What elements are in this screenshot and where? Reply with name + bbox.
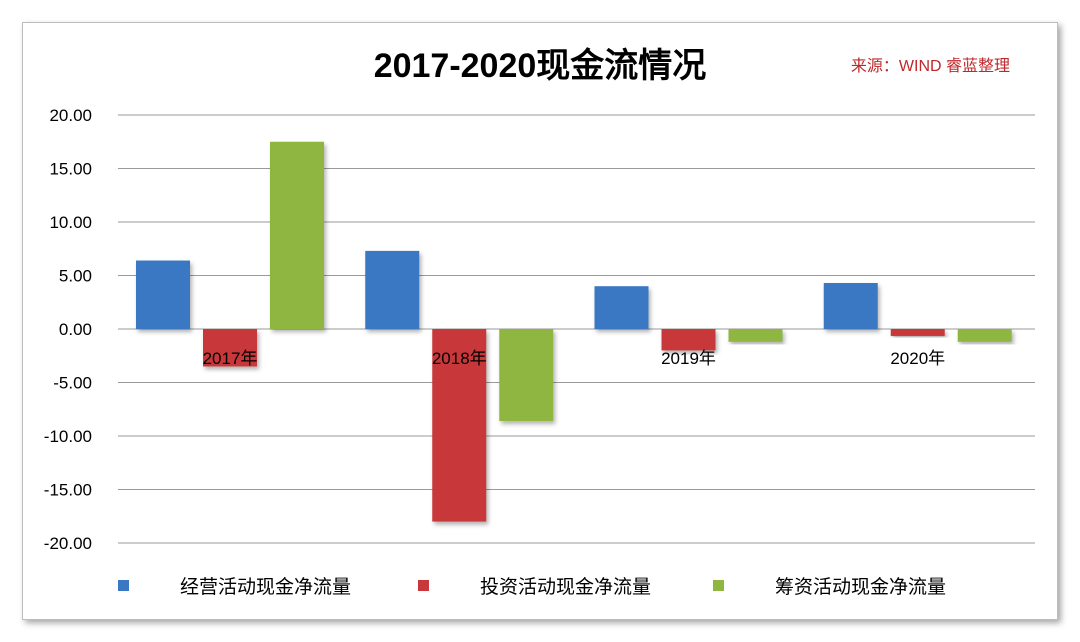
bar-1-2018年 bbox=[365, 250, 420, 329]
bar-1-2019年 bbox=[594, 286, 649, 329]
legend-swatch bbox=[418, 580, 429, 591]
legend-swatch bbox=[713, 580, 724, 591]
bar-1-2020年 bbox=[823, 282, 878, 329]
bar-2-2020年 bbox=[890, 329, 945, 336]
x-tick-label: 2017年 bbox=[203, 349, 258, 368]
bar-1-2017年 bbox=[136, 260, 190, 329]
bar-2-2019年 bbox=[661, 329, 716, 351]
legend-label: 筹资活动现金净流量 bbox=[775, 576, 946, 598]
y-tick-label: 0.00 bbox=[59, 320, 92, 339]
bar-2-2018年 bbox=[432, 329, 487, 522]
bar-3-2018年 bbox=[499, 329, 554, 422]
bar-3-2017年 bbox=[270, 141, 324, 329]
bar-3-2020年 bbox=[957, 329, 1012, 342]
y-tick-label: -15.00 bbox=[44, 481, 92, 500]
legend-swatch bbox=[118, 580, 129, 591]
y-tick-label: -20.00 bbox=[44, 534, 92, 553]
x-tick-label: 2020年 bbox=[890, 349, 945, 368]
chart-frame bbox=[22, 22, 1058, 620]
y-tick-label: 15.00 bbox=[49, 160, 92, 179]
y-tick-label: 5.00 bbox=[59, 267, 92, 286]
source-note: 来源：WIND 睿蓝整理 bbox=[851, 57, 1010, 75]
chart-title: 2017-2020现金流情况 bbox=[374, 46, 707, 85]
y-tick-label: 10.00 bbox=[49, 213, 92, 232]
x-tick-label: 2018年 bbox=[432, 349, 487, 368]
y-tick-label: -5.00 bbox=[53, 374, 92, 393]
legend-label: 经营活动现金净流量 bbox=[180, 576, 351, 598]
bar-3-2019年 bbox=[728, 329, 783, 342]
y-tick-label: 20.00 bbox=[49, 106, 92, 125]
legend-label: 投资活动现金净流量 bbox=[480, 576, 651, 598]
x-tick-label: 2019年 bbox=[661, 349, 716, 368]
bar-2-2017年 bbox=[203, 329, 257, 367]
y-tick-label: -10.00 bbox=[44, 427, 92, 446]
